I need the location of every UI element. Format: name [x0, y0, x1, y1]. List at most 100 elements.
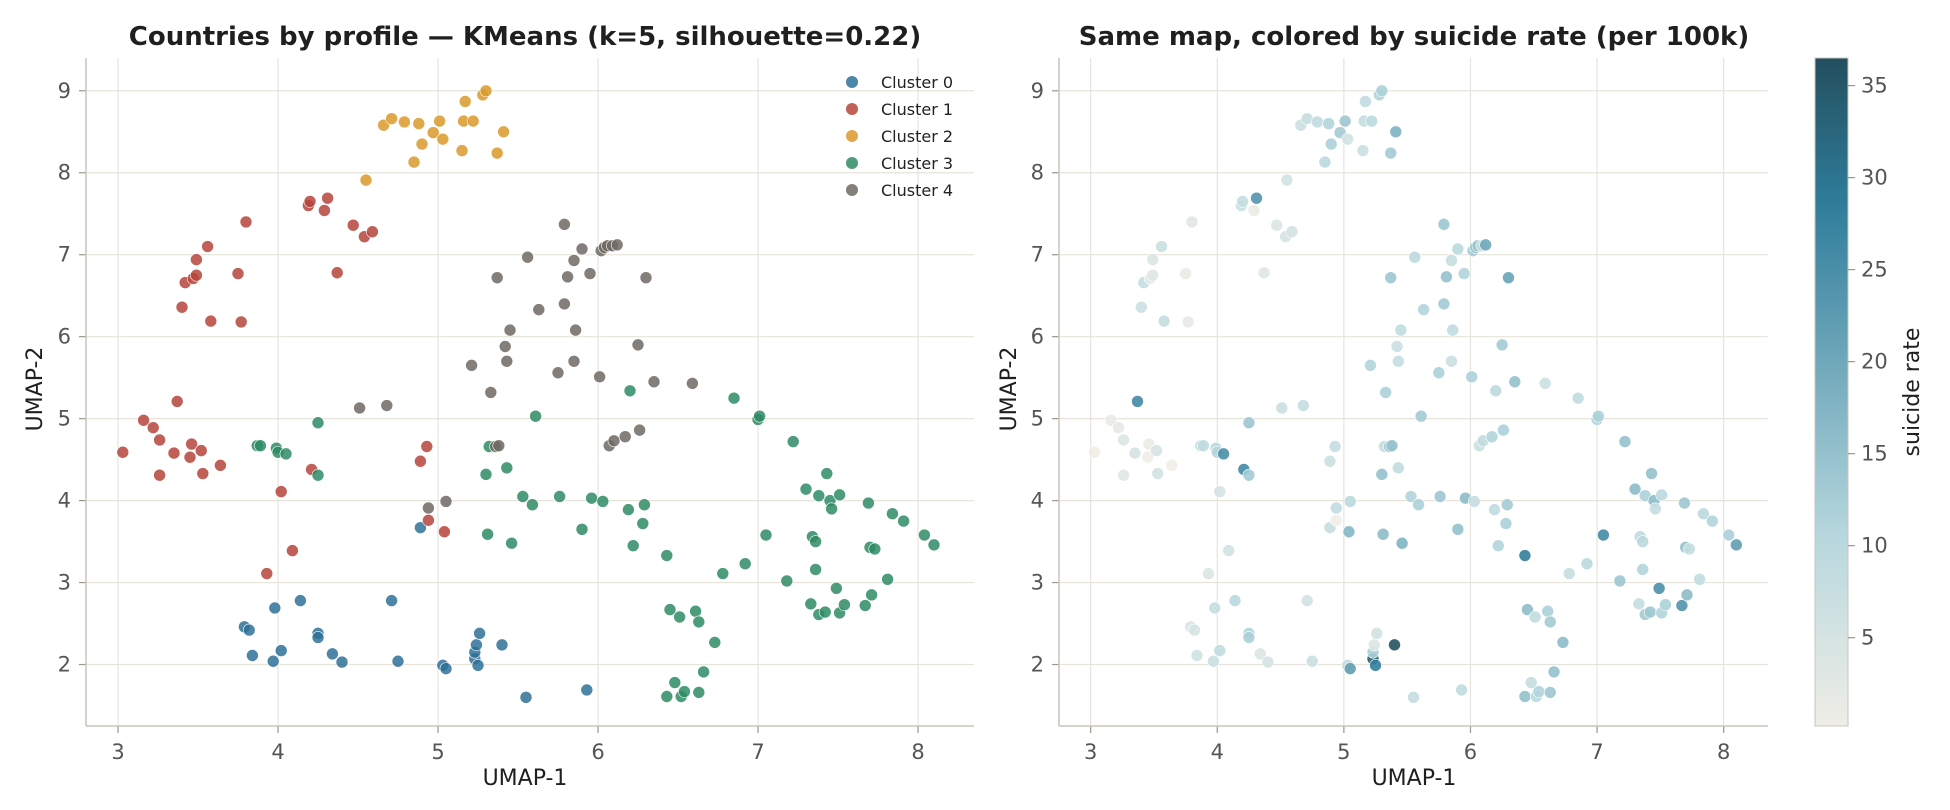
cluster-4-point — [567, 354, 581, 368]
cluster-4-point — [607, 434, 621, 448]
x-tick-label: 6 — [1464, 740, 1477, 764]
legend: Cluster 0 Cluster 1 Cluster 2 Cluster 3 Clus… — [846, 73, 953, 200]
y-tick-label: 2 — [1031, 653, 1044, 677]
rate-point — [1146, 253, 1159, 266]
cluster-1-point — [420, 440, 434, 453]
rate-point — [1479, 238, 1492, 252]
rate-point — [1328, 440, 1342, 453]
rate-point — [1185, 215, 1199, 229]
cluster-1-point — [116, 445, 130, 459]
cluster-4-point — [610, 238, 624, 252]
rate-point — [1408, 250, 1422, 264]
cluster-0-point — [470, 638, 483, 652]
cluster-4-point — [558, 297, 571, 311]
cluster-3-point — [918, 528, 931, 542]
x-tick-label: 6 — [591, 740, 604, 764]
colorbar-tick-label: 15 — [1861, 442, 1888, 466]
rate-point — [1451, 242, 1465, 256]
rate-point — [1285, 225, 1299, 239]
rate-point — [1508, 375, 1522, 389]
x-tick-label: 3 — [1084, 740, 1097, 764]
rate-point — [1343, 495, 1357, 508]
x-axis-label: UMAP-1 — [1372, 766, 1457, 791]
rate-point — [1451, 522, 1465, 536]
cluster-2-point — [433, 114, 446, 128]
colorbar: 5 10 15 20 25 30 35 suicide rate — [1814, 57, 1925, 727]
rate-point — [1394, 323, 1408, 337]
cluster-2-point — [497, 125, 510, 139]
rate-point — [1392, 354, 1405, 368]
y-tick-label: 6 — [58, 325, 71, 349]
cluster-3-point — [825, 502, 838, 516]
cluster-4-point — [465, 359, 478, 372]
legend-marker — [846, 76, 858, 88]
rate-point — [1384, 146, 1398, 160]
colorbar-gradient — [1814, 57, 1849, 727]
rate-point — [1580, 557, 1594, 571]
rate-point — [1389, 125, 1403, 139]
cluster-1-point — [170, 395, 184, 408]
cluster-1-point — [422, 513, 435, 527]
cluster-4-point — [618, 430, 632, 443]
rate-point — [1404, 490, 1418, 503]
chart-title: Countries by profile — KMeans (k=5, silh… — [129, 22, 921, 52]
rate-point — [1338, 114, 1352, 128]
rate-point — [1385, 439, 1399, 452]
cluster-0-point — [335, 655, 349, 669]
cluster-3-point — [575, 522, 589, 536]
rate-point — [1659, 598, 1672, 611]
rate-point — [1134, 300, 1148, 314]
cluster-3-point — [862, 496, 875, 510]
cluster-3-point — [622, 503, 635, 516]
rate-point — [1297, 399, 1310, 412]
cluster-0-point — [414, 521, 427, 534]
rate-point — [1528, 610, 1542, 624]
rate-point — [1280, 173, 1294, 187]
cluster-3-point — [820, 467, 834, 480]
rate-point — [1342, 525, 1356, 539]
rate-point — [1499, 517, 1513, 530]
y-axis-label: UMAP-2 — [23, 347, 48, 432]
cluster-3-point — [553, 490, 566, 503]
cluster-3-point — [678, 685, 691, 698]
cluster-1-point — [318, 204, 331, 217]
legend-marker — [846, 130, 858, 142]
cluster-0-point — [268, 601, 282, 615]
rate-point — [1088, 445, 1101, 459]
cluster-3-point — [897, 514, 910, 528]
y-tick-label: 3 — [58, 571, 71, 595]
y-tick-label: 2 — [58, 653, 71, 677]
cluster-2-point — [426, 126, 440, 139]
cluster-1-point — [321, 191, 334, 205]
cluster-3-point — [585, 491, 598, 505]
rate-point — [1157, 314, 1171, 328]
cluster-0-point — [439, 662, 453, 675]
cluster-3-point — [692, 686, 706, 699]
cluster-0-point — [473, 627, 486, 640]
rate-point — [1217, 447, 1230, 461]
cluster-3-point — [254, 439, 267, 452]
rate-point — [1364, 359, 1377, 372]
rate-point — [1467, 495, 1481, 508]
cluster-3-point — [830, 582, 843, 595]
y-tick-label: 9 — [1031, 79, 1044, 103]
rate-point — [1518, 690, 1532, 703]
cluster-1-point — [153, 433, 166, 447]
cluster-0-point — [519, 691, 533, 704]
rate-point — [1655, 488, 1668, 502]
cluster-2-point — [415, 137, 429, 151]
axes: 3 4 5 6 7 8 2 3 4 5 6 7 8 9 — [58, 58, 974, 764]
rate-point — [1305, 654, 1319, 668]
cluster-4-point — [532, 303, 546, 316]
cluster-1-point — [196, 467, 210, 480]
grid — [1059, 58, 1768, 726]
rate-point — [1131, 395, 1144, 408]
cluster-2-point — [436, 132, 450, 146]
rate-point — [1518, 549, 1532, 562]
cluster-1-point — [153, 468, 166, 482]
cluster-0-point — [274, 644, 288, 657]
cluster-2-point — [466, 114, 480, 128]
cluster-1-point — [175, 300, 189, 314]
rate-point — [1146, 268, 1159, 282]
